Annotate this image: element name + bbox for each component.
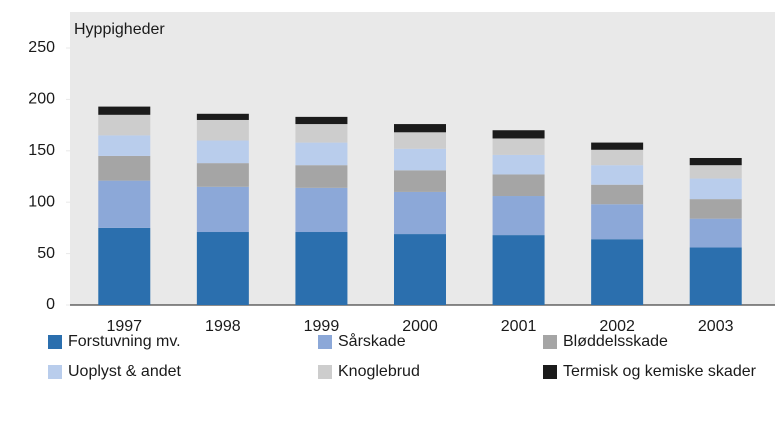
bar-segment	[196, 119, 249, 141]
x-tick-label: 1997	[106, 318, 142, 335]
bar-segment	[689, 178, 742, 200]
bar-segment	[394, 234, 446, 305]
legend-swatch	[318, 365, 332, 379]
bar-segment	[492, 174, 545, 197]
bar-segment	[492, 196, 545, 236]
bar-segment	[98, 180, 151, 228]
y-tick-label: 0	[46, 296, 55, 313]
x-tick-label: 2002	[599, 318, 635, 335]
x-tick-label: 2003	[698, 318, 734, 335]
bar-segment	[689, 165, 742, 179]
bar-segment	[492, 154, 545, 175]
bar-segment	[196, 232, 249, 305]
bar-segment	[394, 170, 446, 192]
bar-segment	[591, 149, 644, 166]
y-axis-label: Hyppigheder	[74, 21, 165, 38]
bar-segment	[98, 227, 151, 305]
legend-label: Bløddelsskade	[563, 333, 668, 350]
legend-label: Sårskade	[338, 332, 406, 350]
legend-label: Uoplyst & andet	[68, 363, 182, 380]
bar-segment	[689, 218, 742, 248]
bar-segment	[295, 187, 348, 233]
legend-swatch	[543, 335, 557, 349]
bar-segment	[394, 124, 446, 133]
bar-segment	[591, 184, 644, 205]
x-tick-label: 1999	[304, 318, 340, 335]
y-tick-label: 50	[37, 245, 55, 262]
bar-segment	[591, 204, 644, 240]
legend-swatch	[48, 335, 62, 349]
bar-segment	[196, 186, 249, 233]
y-tick-label: 200	[28, 91, 55, 108]
bar-segment	[591, 142, 644, 150]
bar-segment	[295, 142, 348, 166]
x-tick-label: 1998	[205, 318, 241, 335]
bar-segment	[689, 199, 742, 219]
bar-segment	[689, 157, 742, 166]
bar-segment	[492, 235, 545, 305]
x-tick-label: 2001	[501, 318, 537, 335]
y-tick-label: 250	[28, 39, 55, 56]
legend-label: Forstuvning mv.	[68, 333, 181, 350]
y-tick-label: 100	[28, 193, 55, 210]
bar-segment	[591, 239, 644, 305]
bar-segment	[98, 135, 151, 156]
bar-segment	[492, 138, 545, 155]
bar-segment	[295, 116, 348, 125]
legend-swatch	[48, 365, 62, 379]
bar-segment	[492, 130, 545, 139]
bar-segment	[98, 114, 151, 136]
bar-segment	[196, 113, 249, 120]
legend-label: Termisk og kemiske skader	[563, 363, 757, 380]
bar-segment	[295, 232, 348, 305]
bar-segment	[295, 124, 348, 143]
bar-segment	[394, 191, 446, 235]
bar-segment	[196, 140, 249, 164]
y-tick-label: 150	[28, 142, 55, 159]
bar-segment	[591, 165, 644, 185]
bar-segment	[295, 165, 348, 188]
bar-segment	[394, 148, 446, 171]
bar-segment	[394, 132, 446, 149]
x-tick-label: 2000	[402, 318, 438, 335]
bar-segment	[98, 155, 151, 181]
legend-swatch	[543, 365, 557, 379]
bar-segment	[98, 106, 151, 115]
legend-label: Knoglebrud	[338, 363, 420, 380]
bar-segment	[689, 247, 742, 305]
legend-swatch	[318, 335, 332, 349]
bar-segment	[196, 163, 249, 187]
